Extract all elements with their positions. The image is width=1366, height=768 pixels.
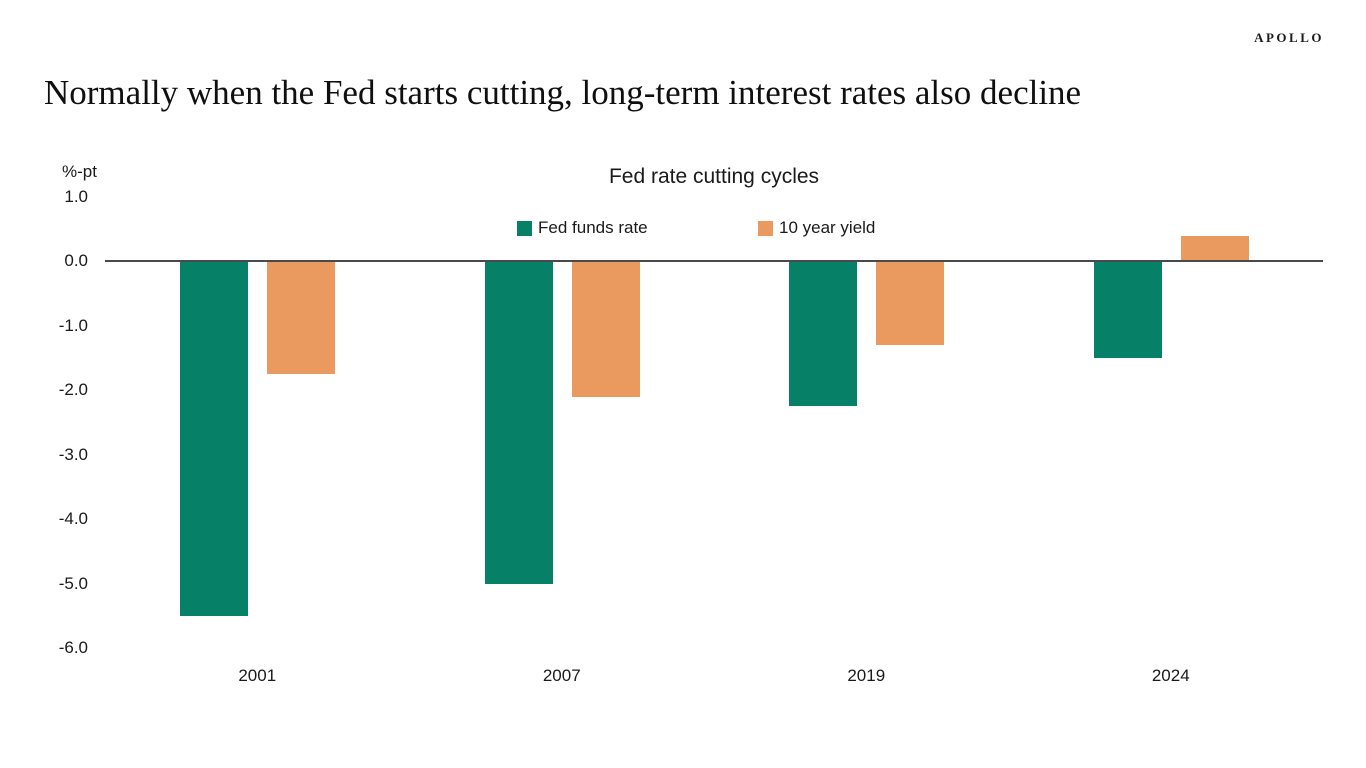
y-tick-label: -1.0 xyxy=(58,315,88,335)
y-tick-label: -4.0 xyxy=(58,509,88,529)
bar-10-year-yield-2024 xyxy=(1180,235,1249,262)
y-tick-label: -2.0 xyxy=(58,380,88,400)
chart-title: Fed rate cutting cycles xyxy=(608,165,820,188)
y-tick-label: -6.0 xyxy=(58,638,88,657)
legend-item-10-year-yield: 10 year yield xyxy=(758,218,875,238)
x-axis-label-2007: 2007 xyxy=(542,666,581,685)
y-tick-label: -3.0 xyxy=(58,444,88,464)
y-tick-label: -5.0 xyxy=(58,573,88,593)
bar-10-year-yield-2001 xyxy=(267,261,336,375)
y-tick-label: 0.0 xyxy=(64,251,88,271)
apollo-logo: APOLLO xyxy=(1254,30,1324,45)
x-axis-label-2001: 2001 xyxy=(238,666,277,685)
y-tick-label: 1.0 xyxy=(64,187,88,206)
x-axis-label-2019: 2019 xyxy=(847,666,886,685)
bar-fed-funds-rate-2024 xyxy=(1093,261,1162,359)
bar-fed-funds-rate-2019 xyxy=(789,261,858,407)
bar-fed-funds-rate-2007 xyxy=(484,261,553,584)
bar-10-year-yield-2019 xyxy=(876,261,945,346)
legend-label-10-year-yield: 10 year yield xyxy=(779,218,876,237)
page-title: Normally when the Fed starts cutting, lo… xyxy=(44,73,1082,113)
legend-label-fed-funds-rate: Fed funds rate xyxy=(538,218,648,237)
y-axis-unit-label: %-pt xyxy=(62,162,97,181)
bar-fed-funds-rate-2001 xyxy=(180,261,249,616)
x-axis-label-2024: 2024 xyxy=(1151,666,1190,685)
legend-swatch-fed-funds-rate xyxy=(517,220,532,236)
legend-item-fed-funds-rate: Fed funds rate xyxy=(517,218,648,238)
bar-10-year-yield-2007 xyxy=(571,261,640,397)
zero-axis-line xyxy=(105,260,1323,263)
legend-swatch-10-year-yield xyxy=(758,220,773,236)
